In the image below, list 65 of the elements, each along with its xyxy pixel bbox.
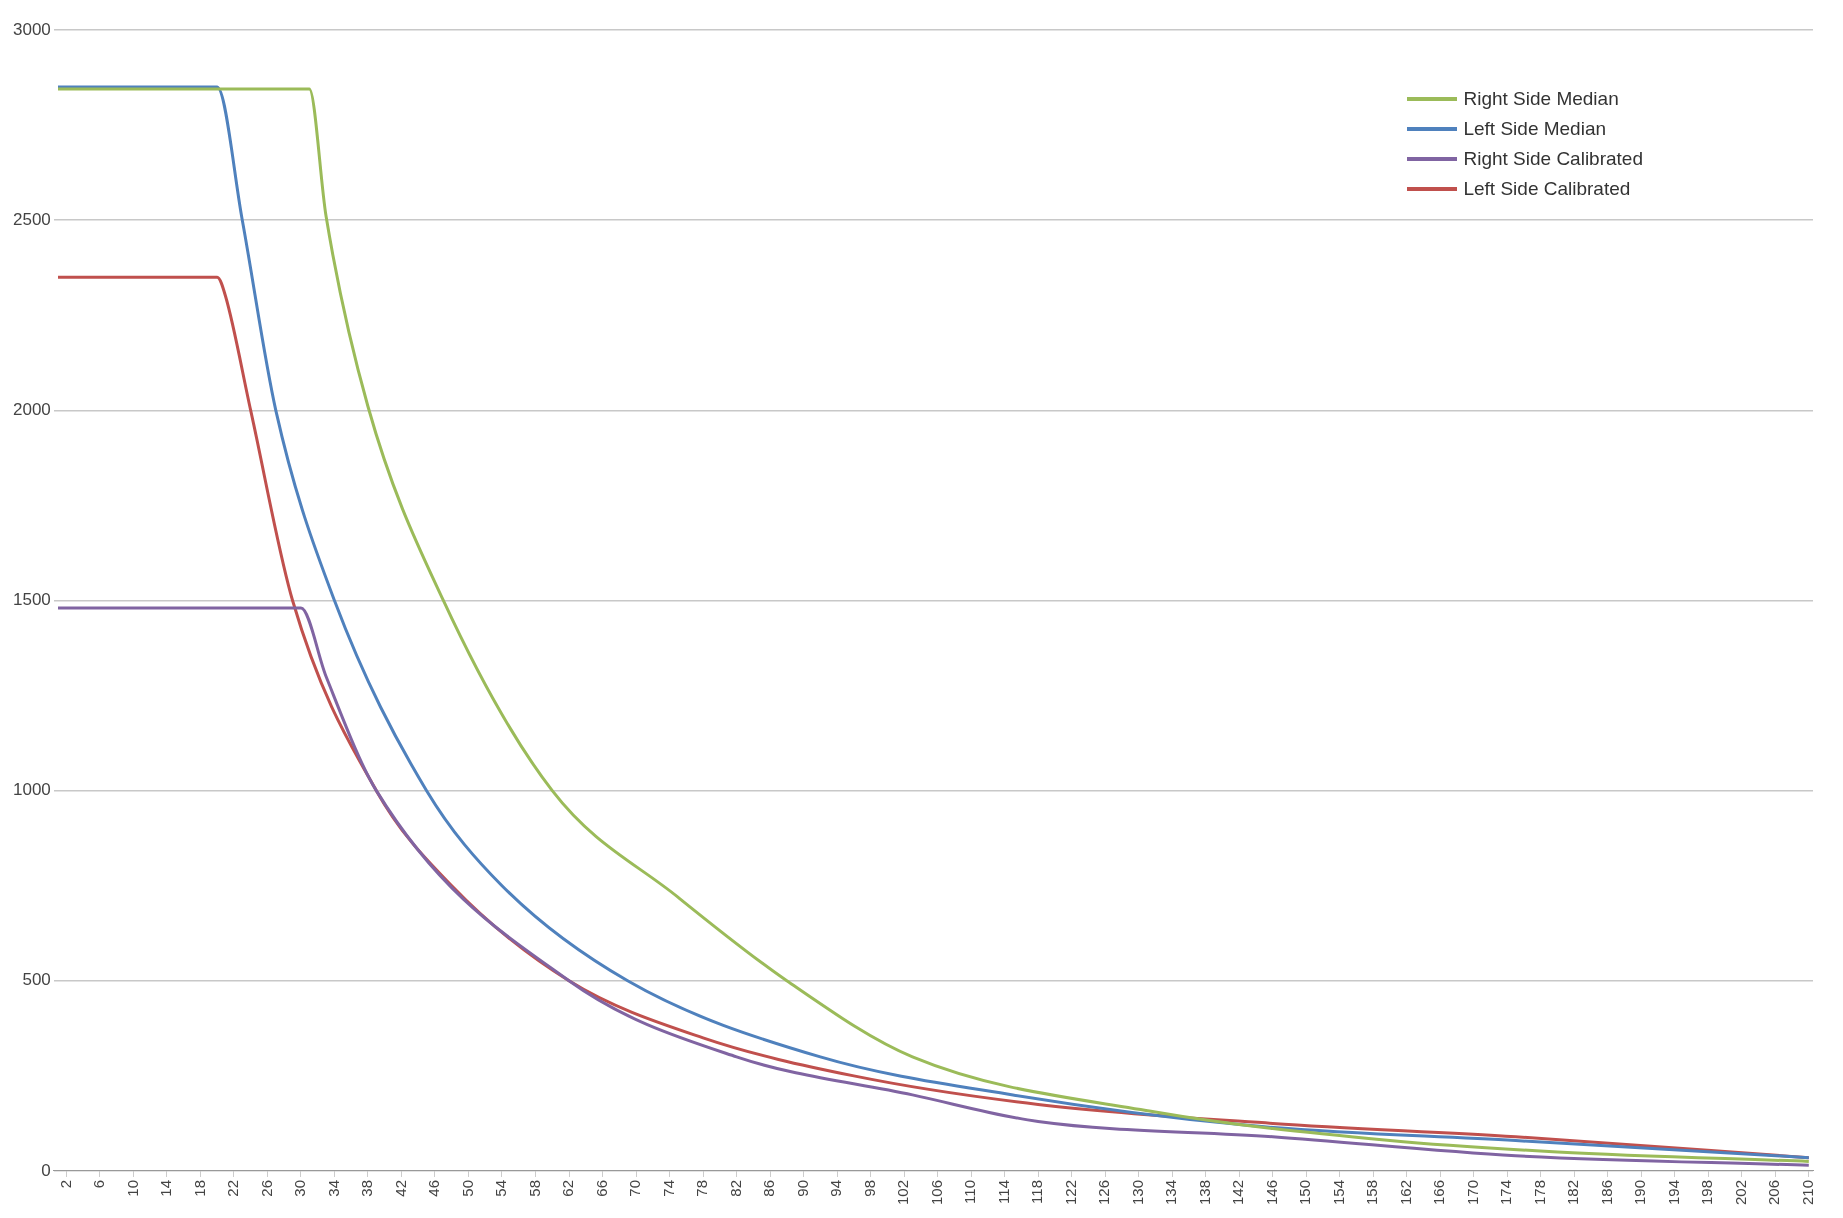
x-tick-label: 74 bbox=[659, 1179, 677, 1197]
x-tick-label: 158 bbox=[1363, 1179, 1381, 1205]
y-tick-label: 3000 bbox=[12, 19, 51, 39]
x-tick-label: 26 bbox=[257, 1179, 275, 1197]
x-tick-label: 114 bbox=[994, 1179, 1012, 1204]
x-tick-label: 146 bbox=[1262, 1179, 1280, 1205]
x-tick-label: 34 bbox=[324, 1179, 342, 1197]
x-tick-label: 130 bbox=[1128, 1179, 1146, 1205]
x-tick-label: 70 bbox=[626, 1179, 644, 1197]
x-tick-label: 54 bbox=[492, 1179, 510, 1197]
x-tick-label: 106 bbox=[927, 1179, 945, 1205]
x-tick-label: 118 bbox=[1028, 1179, 1046, 1204]
y-tick-label: 500 bbox=[22, 970, 51, 990]
x-tick-label: 14 bbox=[157, 1179, 175, 1197]
x-tick-label: 82 bbox=[726, 1179, 744, 1197]
x-tick-label: 46 bbox=[425, 1179, 443, 1197]
y-tick-label: 2500 bbox=[12, 209, 51, 229]
x-tick-label: 110 bbox=[961, 1179, 979, 1204]
x-tick-label: 30 bbox=[291, 1179, 309, 1197]
x-tick-label: 162 bbox=[1396, 1179, 1414, 1205]
legend-label: Left Side Median bbox=[1463, 118, 1607, 140]
x-tick-label: 210 bbox=[1798, 1179, 1816, 1205]
x-tick-label: 66 bbox=[592, 1179, 610, 1197]
x-tick-label: 166 bbox=[1430, 1179, 1448, 1205]
x-tick-label: 170 bbox=[1463, 1179, 1481, 1205]
y-tick-label: 0 bbox=[41, 1160, 51, 1180]
x-tick-label: 122 bbox=[1061, 1179, 1079, 1205]
x-tick-label: 2 bbox=[56, 1179, 74, 1189]
x-tick-label: 142 bbox=[1229, 1179, 1247, 1205]
x-tick-label: 174 bbox=[1497, 1179, 1515, 1205]
x-tick-label: 58 bbox=[525, 1179, 543, 1197]
x-tick-label: 138 bbox=[1195, 1179, 1213, 1205]
x-tick-label: 6 bbox=[90, 1179, 108, 1189]
legend-label: Right Side Median bbox=[1463, 88, 1619, 110]
x-tick-label: 90 bbox=[793, 1179, 811, 1197]
y-tick-label: 2000 bbox=[12, 400, 51, 420]
y-tick-label: 1500 bbox=[12, 590, 51, 610]
x-tick-label: 50 bbox=[458, 1179, 476, 1197]
x-tick-label: 186 bbox=[1597, 1179, 1615, 1205]
x-tick-label: 126 bbox=[1095, 1179, 1113, 1205]
x-tick-label: 178 bbox=[1530, 1179, 1548, 1205]
x-tick-label: 206 bbox=[1765, 1179, 1783, 1205]
x-tick-label: 62 bbox=[559, 1179, 577, 1197]
x-tick-label: 154 bbox=[1329, 1179, 1347, 1205]
line-series bbox=[56, 606, 1811, 1167]
x-tick-label: 202 bbox=[1731, 1179, 1749, 1205]
x-tick-label: 38 bbox=[358, 1179, 376, 1197]
x-tick-label: 194 bbox=[1664, 1179, 1682, 1205]
legend-label: Right Side Calibrated bbox=[1463, 148, 1643, 170]
x-tick-label: 18 bbox=[190, 1179, 208, 1197]
x-tick-label: 134 bbox=[1162, 1179, 1180, 1205]
x-tick-label: 182 bbox=[1564, 1179, 1582, 1205]
x-tick-label: 22 bbox=[224, 1179, 242, 1197]
x-tick-label: 98 bbox=[860, 1179, 878, 1197]
x-tick-label: 86 bbox=[760, 1179, 778, 1197]
x-tick-label: 94 bbox=[827, 1179, 845, 1197]
x-tick-label: 102 bbox=[894, 1179, 912, 1205]
x-tick-label: 198 bbox=[1698, 1179, 1716, 1205]
x-tick-label: 78 bbox=[693, 1179, 711, 1197]
x-tick-label: 42 bbox=[391, 1179, 409, 1197]
legend-label: Left Side Calibrated bbox=[1463, 178, 1631, 200]
x-tick-label: 190 bbox=[1631, 1179, 1649, 1205]
y-tick-label: 1000 bbox=[12, 780, 51, 800]
x-tick-label: 150 bbox=[1296, 1179, 1314, 1205]
x-tick-label: 10 bbox=[123, 1179, 141, 1197]
